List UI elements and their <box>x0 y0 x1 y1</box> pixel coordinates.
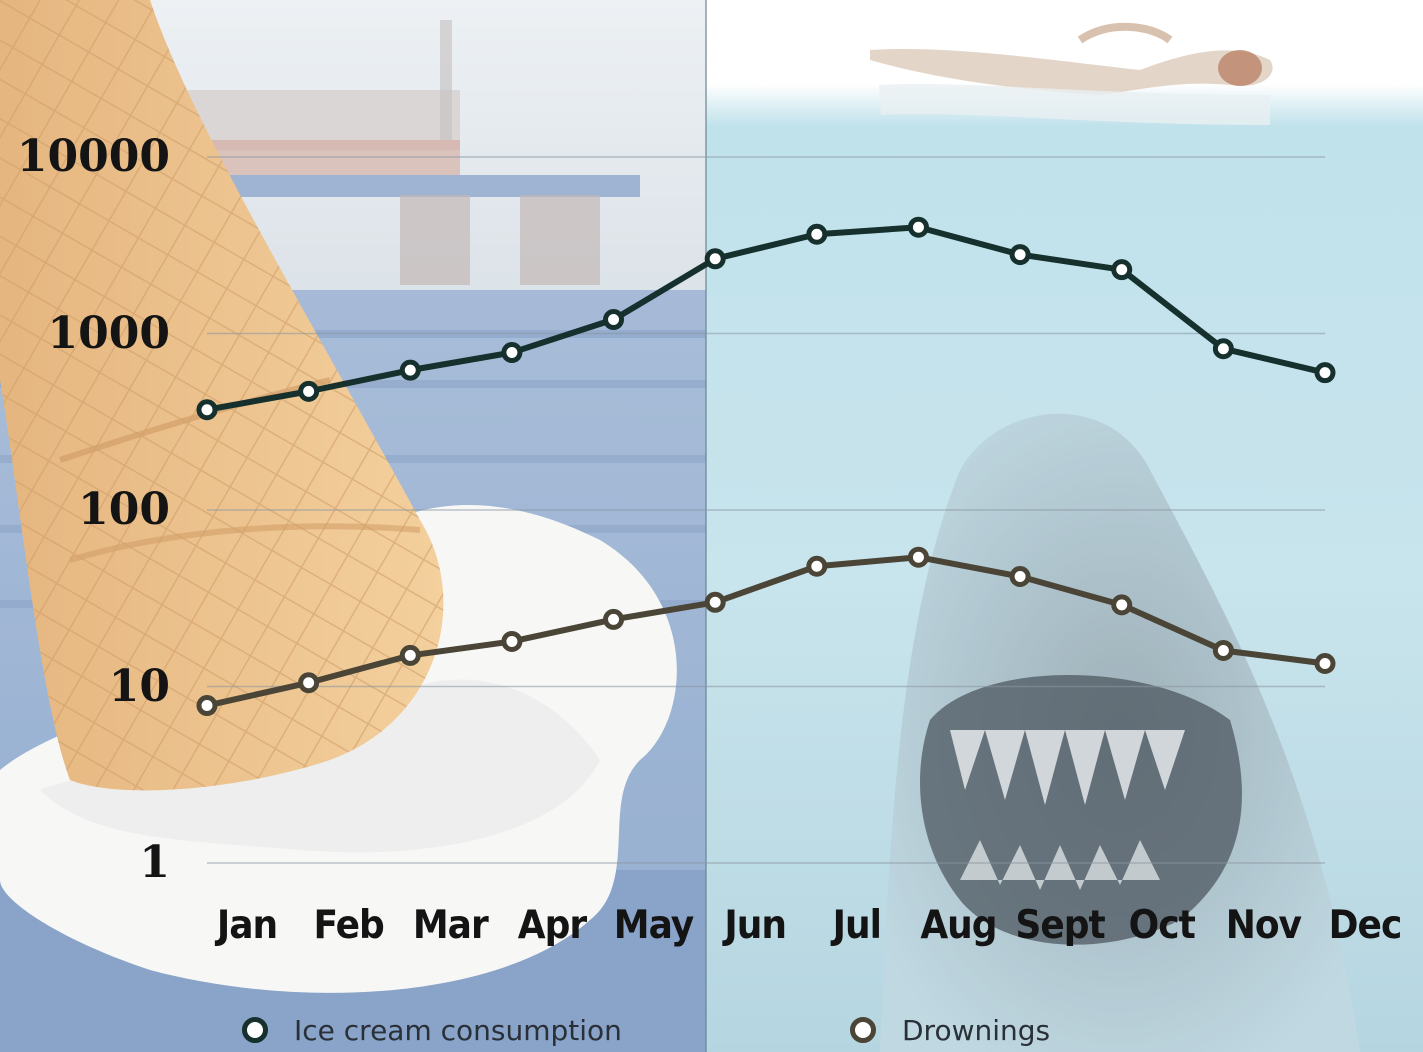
series-line-1 <box>206 554 1326 709</box>
data-point <box>298 672 320 694</box>
data-point <box>1212 338 1234 360</box>
legend-marker-drownings <box>850 1017 876 1043</box>
x-tick-label: Mar <box>412 903 489 948</box>
x-tick-label: Dec <box>1328 903 1403 948</box>
data-point <box>1314 362 1336 384</box>
legend-marker-ice-cream <box>242 1017 268 1043</box>
x-tick-label: Oct <box>1128 903 1196 948</box>
data-point <box>1111 259 1133 281</box>
data-point <box>501 342 523 364</box>
x-tick-label: Jul <box>832 903 882 948</box>
data-point <box>196 695 218 717</box>
x-tick-label: Sept <box>1015 903 1105 948</box>
x-tick-label: Jan <box>216 903 278 948</box>
data-point <box>603 309 625 331</box>
data-point <box>704 591 726 613</box>
y-tick-label: 1000 <box>47 307 170 359</box>
y-tick-label: 10 <box>108 660 170 712</box>
y-tick-label: 1 <box>139 837 170 888</box>
legend-label-drownings: Drownings <box>902 1013 1051 1047</box>
data-point <box>806 223 828 245</box>
data-point <box>196 399 218 421</box>
data-point <box>907 216 929 238</box>
data-point <box>1009 565 1031 587</box>
series-line-0 <box>206 224 1326 413</box>
ice-cream-background <box>0 0 706 1052</box>
data-point <box>603 608 625 630</box>
x-tick-label: Jun <box>724 903 787 948</box>
data-point <box>1314 652 1336 674</box>
legend-item-ice-cream: Ice cream consumption <box>242 1012 622 1048</box>
data-point <box>399 359 421 381</box>
data-point <box>399 644 421 666</box>
shark-background <box>706 0 1423 1052</box>
data-point <box>1009 244 1031 266</box>
x-tick-label: May <box>613 903 694 948</box>
x-tick-label: Aug <box>920 903 997 948</box>
x-tick-label: Apr <box>517 903 587 948</box>
data-point <box>298 380 320 402</box>
legend-label-ice-cream: Ice cream consumption <box>294 1013 622 1047</box>
y-tick-label: 100 <box>78 484 170 535</box>
legend-item-drownings: Drownings <box>850 1012 1050 1048</box>
y-tick-label: 10000 <box>16 131 170 182</box>
data-point <box>704 248 726 270</box>
data-point <box>907 546 929 568</box>
series-layer <box>196 216 1336 717</box>
data-point <box>806 555 828 577</box>
x-tick-label: Nov <box>1225 903 1302 948</box>
gridlines <box>207 156 1325 864</box>
x-tick-label: Feb <box>313 903 384 948</box>
data-point <box>501 630 523 652</box>
data-point <box>1212 639 1234 661</box>
data-point <box>1111 594 1133 616</box>
